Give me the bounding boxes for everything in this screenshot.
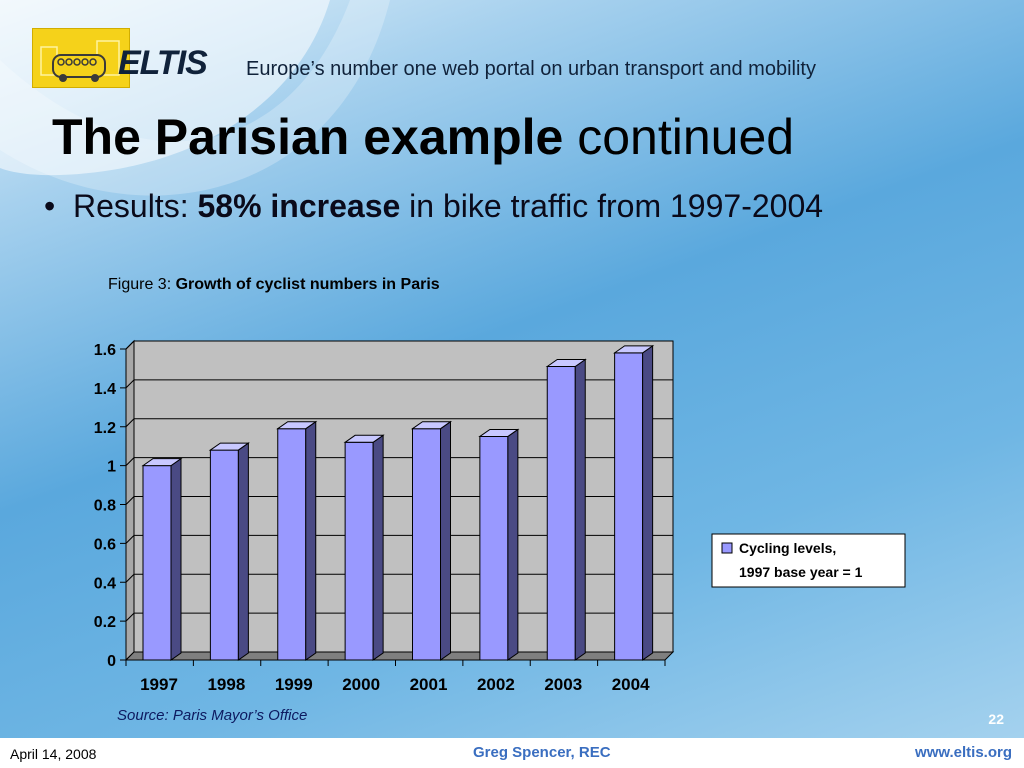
bullet-highlight: 58% increase — [197, 188, 401, 224]
grid-line-diagonal — [125, 379, 135, 389]
bar — [277, 428, 307, 661]
legend-swatch — [721, 542, 733, 554]
x-tick-label: 2003 — [544, 675, 582, 694]
bar-top — [276, 421, 318, 430]
bar-top — [208, 442, 250, 451]
bar-side — [372, 434, 384, 661]
bar-side — [440, 420, 451, 661]
x-tick-label: 2004 — [612, 675, 650, 694]
y-tick-label: 1.2 — [94, 420, 116, 437]
plot-floor — [124, 651, 675, 661]
legend-label-line-2: 1997 base year = 1 — [739, 564, 863, 580]
grid-line-diagonal — [125, 418, 135, 428]
x-tick-label: 2002 — [477, 675, 515, 694]
slide-title: The Parisian example continued — [52, 108, 794, 166]
bar-side — [237, 442, 249, 661]
figure-caption-title: Growth of cyclist numbers in Paris — [175, 276, 440, 293]
footer-date: April 14, 2008 — [10, 746, 97, 762]
slide-title-rest: continued — [563, 109, 795, 165]
bullet-dot-icon: • — [44, 188, 73, 224]
y-tick-label: 0.8 — [94, 498, 116, 515]
bar — [479, 435, 509, 661]
bar-side — [574, 358, 586, 661]
bar-chart: 0 0.2 0.4 0.6 0.8 1 1.2 1.4 1.6 1997 1998 1999 2000 2… — [94, 339, 906, 694]
bullet-rest: in bike traffic from 1997-2004 — [400, 188, 824, 224]
bar — [546, 365, 576, 661]
footer-bar: April 14, 2008 Greg Spencer, REC www.elt… — [0, 738, 1024, 768]
bar-top — [478, 428, 520, 437]
grid-line-diagonal — [125, 457, 135, 466]
logo-wordmark: ELTIS — [118, 44, 208, 82]
bar-side — [642, 344, 654, 661]
grid-line-diagonal — [125, 496, 135, 505]
bar — [614, 352, 644, 661]
eltis-logo — [32, 28, 130, 88]
x-tick-label: 1998 — [207, 675, 245, 694]
x-tick-label: 2000 — [342, 675, 380, 694]
bar — [412, 428, 441, 661]
bar-side — [170, 457, 182, 661]
grid-line-diagonal — [125, 573, 135, 583]
bar-top — [343, 434, 385, 443]
slide-title-bold: The Parisian example — [52, 109, 564, 165]
bar-top — [410, 421, 453, 430]
tagline: Europe’s number one web portal on urban … — [246, 58, 816, 80]
y-tick-label: 0.2 — [94, 614, 116, 631]
bar — [344, 441, 374, 661]
footer-author: Greg Spencer, REC — [473, 744, 611, 761]
legend-label-line-1: Cycling levels, — [739, 540, 836, 556]
bar-top — [613, 345, 655, 354]
figure-caption: Figure 3: Growth of cyclist numbers in P… — [108, 276, 440, 294]
grid-line-diagonal — [125, 340, 135, 350]
bullet-prefix: Results: — [72, 188, 198, 224]
grid-line-diagonal — [125, 612, 135, 622]
page-number: 22 — [988, 711, 1004, 727]
y-tick-label: 1 — [107, 459, 116, 476]
bar-top — [545, 358, 587, 367]
bar-side — [507, 428, 519, 661]
y-tick-label: 0 — [107, 653, 116, 670]
x-tick-label: 2001 — [410, 675, 448, 694]
bar — [209, 449, 239, 661]
bullet-item: • Results: 58% increase in bike traffic … — [44, 188, 823, 225]
x-tick-label: 1997 — [140, 675, 178, 694]
legend-box — [711, 533, 906, 588]
footer-url[interactable]: www.eltis.org — [915, 744, 1012, 761]
y-tick-label: 1.6 — [94, 342, 116, 359]
bar-top — [141, 458, 183, 467]
bus-logo-icon — [40, 40, 120, 82]
source-note: Source: Paris Mayor’s Office — [117, 707, 308, 724]
bar-side — [305, 420, 317, 661]
figure-caption-prefix: Figure 3: — [108, 276, 176, 293]
y-tick-label: 0.4 — [94, 575, 116, 592]
y-tick-label: 1.4 — [94, 381, 116, 398]
grid-line-diagonal — [125, 535, 135, 544]
y-tick-label: 0.6 — [94, 536, 116, 553]
bar — [142, 465, 172, 661]
x-tick-label: 1999 — [275, 675, 313, 694]
